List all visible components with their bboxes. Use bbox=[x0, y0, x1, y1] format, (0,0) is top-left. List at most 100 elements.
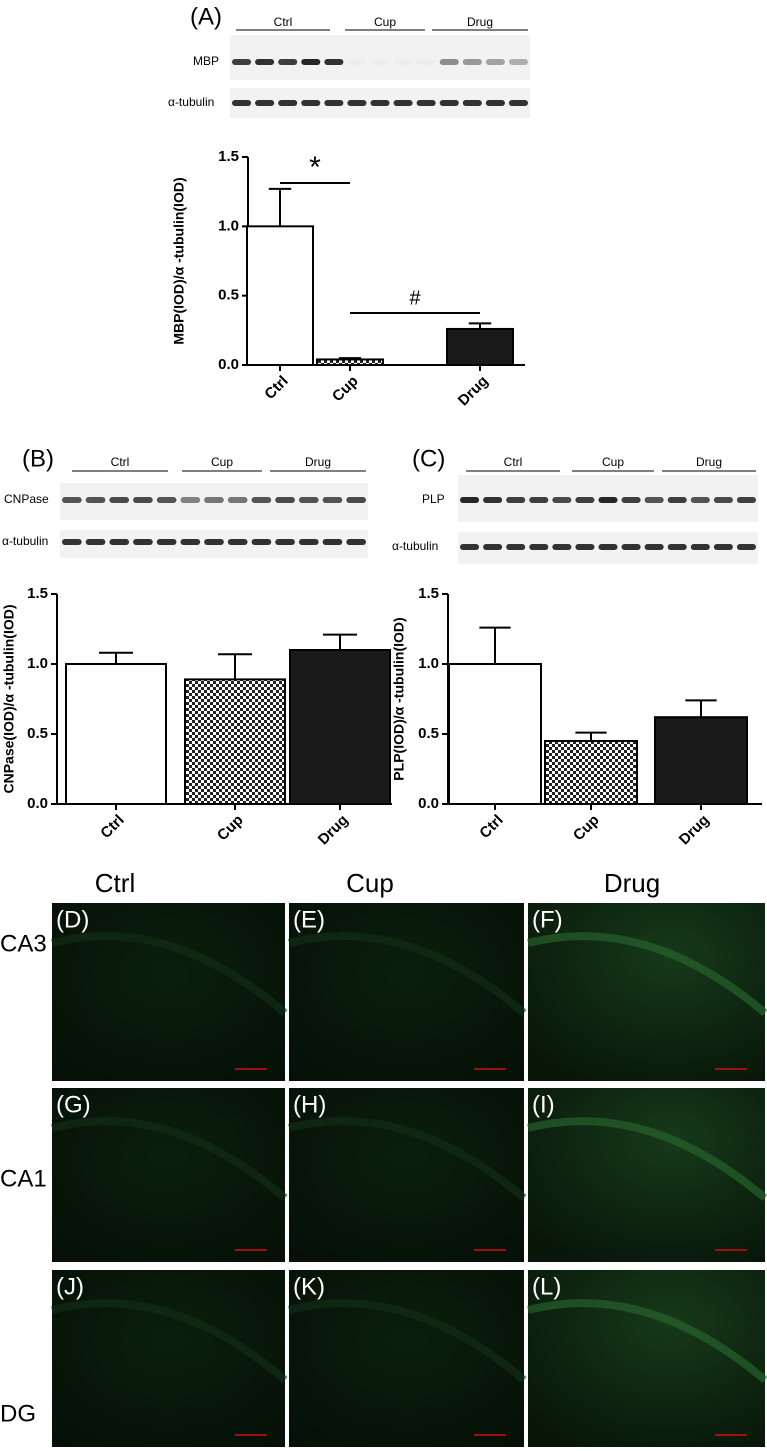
blot-band bbox=[644, 544, 664, 550]
micrograph bbox=[528, 1270, 765, 1447]
blot-band bbox=[462, 100, 482, 106]
error-bar bbox=[575, 731, 607, 741]
error-bar bbox=[338, 357, 362, 360]
lane-label: Cup bbox=[602, 455, 624, 469]
micrograph bbox=[528, 1088, 765, 1262]
protein-label: α-tubulin bbox=[168, 95, 214, 109]
blot-band bbox=[621, 544, 641, 550]
blot-band bbox=[736, 497, 756, 503]
y-axis-label: CNPase(IOD)/α -tubulin(IOD) bbox=[1, 604, 17, 793]
protein-label: CNPase bbox=[4, 492, 49, 506]
x-tick-label: Cup bbox=[329, 373, 362, 406]
blot-band bbox=[575, 497, 595, 503]
blot-band bbox=[529, 497, 549, 503]
blot-band bbox=[204, 497, 224, 503]
blot-band bbox=[598, 497, 618, 503]
blot-band bbox=[483, 544, 503, 550]
blot-band bbox=[156, 497, 177, 503]
blot-band bbox=[322, 539, 343, 545]
blot-band bbox=[439, 59, 459, 65]
error-bar bbox=[99, 651, 133, 664]
blot-band bbox=[370, 100, 390, 106]
column-header: Drug bbox=[604, 868, 660, 898]
blot-band bbox=[485, 59, 505, 65]
blot-band bbox=[713, 497, 733, 503]
x-tick-label: Drug bbox=[455, 373, 492, 410]
blot-band bbox=[460, 497, 480, 503]
blot-band bbox=[298, 539, 319, 545]
panel-label: (G) bbox=[56, 1091, 91, 1118]
panel-label: (C) bbox=[412, 445, 445, 472]
blot-band bbox=[346, 539, 366, 545]
bar bbox=[246, 225, 314, 366]
panel-label: (B) bbox=[22, 445, 54, 472]
blot-band bbox=[180, 497, 201, 503]
blot-band bbox=[109, 497, 130, 503]
blot-band bbox=[394, 59, 413, 65]
blot-band bbox=[575, 544, 595, 550]
blot-band bbox=[232, 59, 252, 65]
bar bbox=[184, 678, 286, 806]
bar bbox=[446, 327, 514, 366]
blot-band bbox=[621, 497, 641, 503]
y-tick-label: 0.5 bbox=[27, 725, 48, 742]
x-tick-label: Ctrl bbox=[476, 812, 506, 842]
panel-label: (H) bbox=[293, 1091, 326, 1118]
blot-band bbox=[62, 539, 82, 545]
error-bar bbox=[479, 626, 511, 664]
micrograph bbox=[52, 1270, 285, 1447]
panel-label: (L) bbox=[532, 1273, 561, 1300]
lane-label: Cup bbox=[211, 455, 233, 469]
panel-label: (I) bbox=[532, 1091, 555, 1118]
blot-band bbox=[278, 59, 298, 65]
blot-band bbox=[347, 100, 367, 106]
y-tick-label: 1.0 bbox=[418, 655, 439, 672]
blot-band bbox=[301, 100, 321, 106]
tissue-contour bbox=[288, 1117, 527, 1202]
x-tick-label: Cup bbox=[570, 812, 603, 845]
blot-band bbox=[62, 497, 82, 503]
x-tick-label: Cup bbox=[214, 812, 247, 845]
y-tick-label: 1.0 bbox=[27, 655, 48, 672]
panel-label: (E) bbox=[293, 906, 325, 933]
blot-band bbox=[690, 497, 710, 503]
protein-label: MBP bbox=[193, 54, 219, 68]
bar bbox=[448, 663, 542, 805]
lane-label: Ctrl bbox=[111, 455, 130, 469]
blot-band bbox=[462, 59, 482, 65]
y-tick-label: 0.0 bbox=[218, 356, 239, 373]
blot-band bbox=[667, 497, 687, 503]
lane-label: Drug bbox=[696, 455, 722, 469]
blot-band bbox=[713, 544, 733, 550]
panel-label: (J) bbox=[56, 1273, 84, 1300]
tissue-contour bbox=[51, 932, 288, 1017]
lane-label: Cup bbox=[374, 15, 396, 29]
blot-band bbox=[552, 497, 572, 503]
blot-band bbox=[506, 544, 526, 550]
blot-band bbox=[416, 100, 436, 106]
blot-band bbox=[370, 59, 389, 65]
blot-band bbox=[417, 59, 436, 65]
tissue-contour bbox=[288, 932, 527, 1017]
tissue-contour bbox=[288, 1299, 527, 1384]
row-label: CA1 bbox=[0, 1165, 47, 1192]
blot-band bbox=[736, 544, 756, 550]
lane-label: Drug bbox=[305, 455, 331, 469]
panel-label: (K) bbox=[293, 1273, 325, 1300]
blot-band bbox=[251, 539, 272, 545]
y-axis-label: MBP(IOD)/α -tubulin(IOD) bbox=[171, 177, 187, 344]
protein-label: PLP bbox=[422, 492, 445, 506]
blot-strip bbox=[230, 35, 530, 80]
x-tick-label: Ctrl bbox=[97, 812, 127, 842]
blot-band bbox=[324, 59, 344, 65]
error-bar bbox=[468, 322, 492, 329]
protein-label: α-tubulin bbox=[2, 534, 48, 548]
blot-band bbox=[485, 100, 505, 106]
micrograph bbox=[528, 903, 765, 1081]
blot-band bbox=[322, 497, 343, 503]
blot-band bbox=[251, 497, 272, 503]
bar bbox=[544, 740, 638, 805]
micrograph bbox=[289, 1088, 524, 1262]
column-header: Cup bbox=[346, 868, 394, 898]
error-bar bbox=[323, 633, 357, 650]
